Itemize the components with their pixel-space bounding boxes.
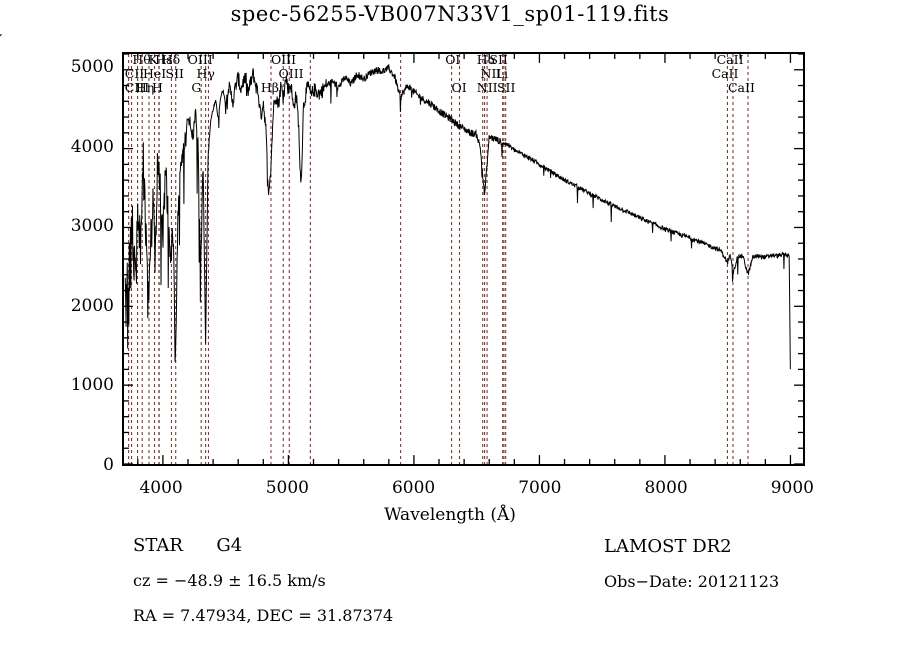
line-label-H-3835: Hη: [135, 80, 155, 95]
line-label-OIII-4363: OIII: [187, 52, 213, 67]
y-tick-label-0: 0: [103, 455, 114, 475]
object-class-label: STAR G4: [133, 535, 242, 556]
plot-frame: [122, 52, 805, 466]
line-label-CaII-8662: CaII: [727, 80, 755, 95]
line-label-OI-6300: OI: [445, 52, 461, 67]
line-label-NII-6583: NII: [480, 66, 502, 81]
axis-ticks: [124, 54, 803, 464]
line-label-OIII-4959: OIII: [270, 52, 297, 67]
redshift-velocity: cz = −48.9 ± 16.5 km/s: [133, 571, 326, 590]
observation-date: Obs−Date: 20121123: [604, 572, 780, 591]
line-label-OI-6363: OI: [451, 80, 467, 95]
x-tick-label-6000: 6000: [391, 478, 436, 498]
line-label-CII-3727: CII: [124, 66, 145, 81]
x-axis-title: Wavelength (Å): [384, 505, 516, 525]
spectrum-curve: [124, 54, 803, 464]
y-axis-title: Flux (relative): [0, 0, 4, 89]
line-label-H-3968: H: [152, 80, 163, 95]
y-tick-label-4000: 4000: [70, 136, 114, 157]
line-label-SII-6731: SII: [496, 80, 516, 95]
coordinates: RA = 7.47934, DEC = 31.87374: [133, 606, 394, 625]
x-tick-label-5000: 5000: [265, 478, 309, 498]
y-tick-label-3000: 3000: [70, 216, 114, 237]
line-label-Li-6707: Li: [495, 66, 508, 81]
line-label-H-6563: Hα: [476, 52, 497, 67]
line-label-K-3933: K: [148, 52, 158, 67]
line-label-SII-6717: SII: [489, 52, 508, 67]
page-title: spec-56255-VB007N33V1_sp01-119.fits: [230, 2, 670, 26]
y-tick-label-5000: 5000: [70, 56, 114, 77]
line-label-HeI-3889: HeI: [142, 66, 167, 81]
x-tick-label-9000: 9000: [770, 478, 814, 498]
y-tick-label-1000: 1000: [70, 375, 114, 396]
line-label-G-4305: G: [191, 80, 202, 95]
line-label-H-4340: Hγ: [196, 66, 215, 81]
line-marker-layer: [124, 54, 803, 464]
line-label-CaII-8498: CaII: [716, 52, 744, 67]
plot-canvas: [124, 54, 803, 464]
line-label-CIII-3750: CIII: [124, 80, 150, 95]
object-class: STAR: [133, 535, 183, 556]
spectral-type: G4: [216, 535, 243, 556]
line-label-H-4861: Hβ: [260, 80, 279, 95]
x-tick-label-8000: 8000: [644, 478, 688, 498]
x-tick-label-4000: 4000: [139, 478, 183, 498]
line-label-CaII-8542: CaII: [711, 66, 739, 81]
line-label-H-4102: Hδ: [161, 52, 181, 67]
survey-name: LAMOST DR2: [604, 536, 732, 557]
x-tick-label-7000: 7000: [518, 478, 562, 498]
line-label-NII-6548: NII: [476, 80, 498, 95]
line-label-OIII-5007: OIII: [278, 66, 304, 81]
line-label-SII-4068: SII: [165, 66, 184, 81]
y-tick-label-2000: 2000: [70, 295, 114, 316]
line-label-H-3970: Hε: [155, 52, 173, 67]
line-label-H-3798: Hθ: [132, 52, 151, 67]
